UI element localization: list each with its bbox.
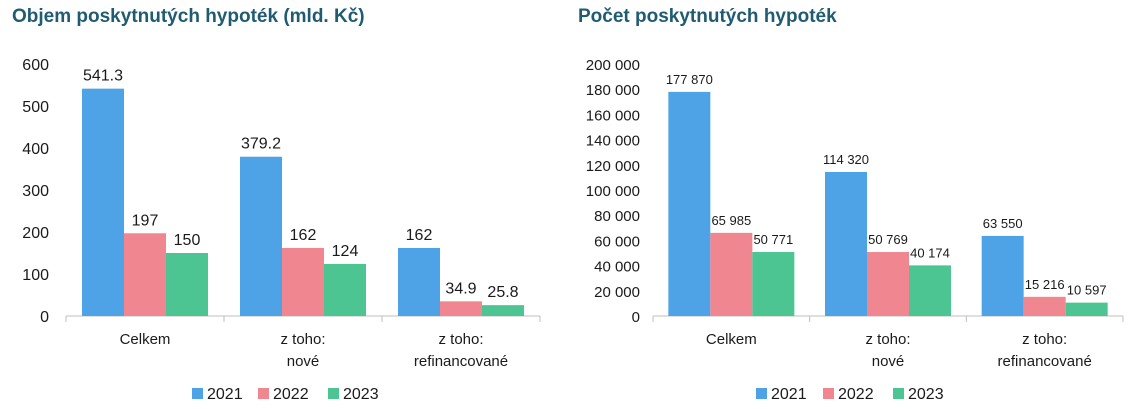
x-category-label: Celkem	[706, 331, 757, 348]
bar	[282, 247, 324, 316]
y-tick-label: 180 000	[586, 82, 640, 99]
x-category-label: nové	[872, 353, 905, 370]
count-chart-title: Počet poskytnutých hypoték	[578, 6, 837, 27]
bar	[124, 233, 166, 316]
y-tick-label: 100 000	[586, 183, 640, 200]
bar	[981, 235, 1024, 316]
data-label: 63 550	[983, 216, 1023, 231]
y-tick-label: 100	[22, 267, 49, 284]
y-tick-label: 20 000	[594, 284, 640, 301]
y-tick-label: 160 000	[586, 107, 640, 124]
data-label: 50 769	[868, 232, 908, 247]
x-category-label: nové	[287, 353, 320, 370]
legend-swatch	[823, 388, 834, 399]
x-category-label: z toho:	[280, 331, 325, 348]
y-tick-label: 600	[22, 57, 49, 74]
data-label: 379.2	[241, 136, 281, 153]
data-label: 541.3	[83, 68, 123, 85]
data-label: 197	[132, 212, 159, 229]
bar	[867, 252, 909, 316]
bar	[1065, 302, 1108, 316]
y-tick-label: 200 000	[586, 57, 640, 74]
volume-chart-title: Objem poskytnutých hypoték (mld. Kč)	[12, 6, 365, 27]
volume-bar-chart: 0 100 200 300 400 500 600 541.3 197 150 Celkem 379.…	[22, 57, 541, 403]
data-label: 162	[290, 227, 317, 244]
bar	[710, 232, 753, 316]
y-tick-label: 120 000	[586, 158, 640, 175]
legend-label: 2021	[207, 386, 243, 403]
data-label: 40 174	[910, 245, 950, 260]
bar	[668, 91, 711, 317]
y-tick-label: 400	[22, 141, 49, 158]
data-label: 150	[174, 232, 201, 249]
y-tick-label: 0	[40, 309, 49, 326]
volume-chart-panel: Objem poskytnutých hypoték (mld. Kč) 0 10…	[0, 0, 560, 409]
data-label: 34.9	[445, 280, 476, 297]
x-category-label: Celkem	[120, 331, 171, 348]
y-tick-label: 200	[22, 225, 49, 242]
bar	[752, 252, 795, 316]
legend-swatch	[756, 388, 767, 399]
data-label: 177 870	[666, 72, 713, 87]
data-label: 65 985	[711, 213, 751, 228]
y-tick-label: 0	[632, 309, 640, 326]
legend-swatch	[328, 388, 339, 399]
y-tick-label: 60 000	[594, 233, 640, 250]
data-label: 25.8	[487, 284, 518, 301]
count-bar-chart: 0 20 000 40 000 60 000 80 000 100 000 120 000 1…	[586, 57, 1124, 403]
y-tick-label: 300	[22, 183, 49, 200]
y-tick-label: 40 000	[594, 259, 640, 276]
x-category-label: z toho:	[1022, 331, 1067, 348]
data-label: 10 597	[1067, 283, 1107, 298]
x-category-label: z toho:	[865, 331, 910, 348]
legend-swatch	[258, 388, 269, 399]
data-label: 50 771	[753, 232, 793, 247]
bar	[909, 265, 951, 316]
y-tick-label: 140 000	[586, 133, 640, 150]
data-label: 114 320	[823, 152, 869, 167]
y-tick-label: 500	[22, 99, 49, 116]
legend-label: 2023	[908, 386, 944, 403]
data-label: 124	[332, 243, 359, 260]
bar	[482, 305, 524, 316]
x-category-label: z toho:	[438, 331, 483, 348]
bar	[166, 253, 208, 316]
bar	[324, 263, 366, 316]
x-category-label: refinancované	[998, 353, 1092, 370]
bar	[825, 171, 867, 316]
bar	[240, 156, 282, 316]
bar	[398, 247, 440, 316]
bar	[440, 301, 482, 316]
legend-label: 2021	[771, 386, 807, 403]
legend-label: 2023	[343, 386, 379, 403]
x-category-label: refinancované	[414, 353, 508, 370]
data-label: 15 216	[1025, 277, 1065, 292]
legend-label: 2022	[273, 386, 309, 403]
bar	[1023, 296, 1066, 316]
legend-swatch	[893, 388, 904, 399]
legend-label: 2022	[838, 386, 874, 403]
bar	[82, 88, 124, 317]
legend-swatch	[192, 388, 203, 399]
count-chart-panel: Počet poskytnutých hypoték 0 20 000 40 000…	[560, 0, 1130, 409]
data-label: 162	[406, 227, 433, 244]
y-tick-label: 80 000	[594, 208, 640, 225]
